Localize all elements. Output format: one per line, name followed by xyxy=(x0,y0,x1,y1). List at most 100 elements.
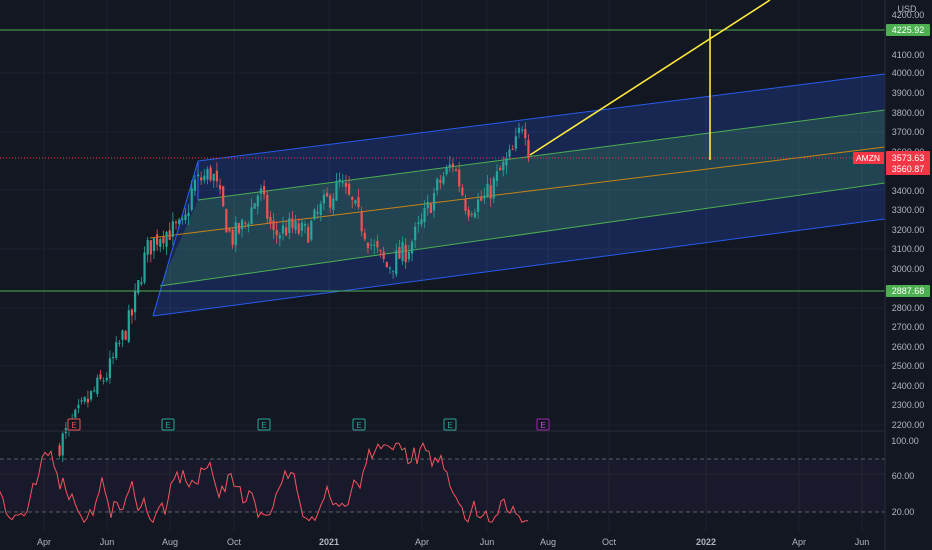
candle-body[interactable] xyxy=(502,161,505,171)
candle-body[interactable] xyxy=(464,198,467,211)
candle-body[interactable] xyxy=(149,240,152,255)
candle-body[interactable] xyxy=(152,238,156,251)
candle-body[interactable] xyxy=(80,400,83,402)
candle-body[interactable] xyxy=(470,213,473,215)
candle-body[interactable] xyxy=(369,244,373,246)
candle-body[interactable] xyxy=(263,186,266,195)
candle-body[interactable] xyxy=(96,377,99,394)
candle-body[interactable] xyxy=(357,197,360,208)
candle-body[interactable] xyxy=(275,230,278,236)
candle-body[interactable] xyxy=(404,244,407,263)
candle-body[interactable] xyxy=(203,175,206,181)
candle-body[interactable] xyxy=(310,220,313,240)
candle-body[interactable] xyxy=(212,174,215,181)
channel-lower-line[interactable] xyxy=(152,218,886,317)
candle-body[interactable] xyxy=(291,218,294,229)
candle-body[interactable] xyxy=(171,221,174,237)
candle-body[interactable] xyxy=(511,148,514,150)
regression-channel[interactable] xyxy=(149,73,886,317)
support-price-label[interactable]: 2887.68 xyxy=(886,285,930,297)
candle-body[interactable] xyxy=(426,201,429,209)
candle-body[interactable] xyxy=(272,220,275,230)
candle-body[interactable] xyxy=(527,139,530,159)
candle-body[interactable] xyxy=(244,222,247,224)
candle-body[interactable] xyxy=(366,242,370,248)
candle-body[interactable] xyxy=(240,219,244,230)
candle-body[interactable] xyxy=(505,158,508,166)
candle-body[interactable] xyxy=(373,244,376,246)
candle-body[interactable] xyxy=(89,390,93,400)
candle-body[interactable] xyxy=(256,195,259,207)
candle-body[interactable] xyxy=(329,195,332,208)
candle-body[interactable] xyxy=(130,309,134,316)
candle-body[interactable] xyxy=(385,262,388,268)
candle-body[interactable] xyxy=(480,196,483,201)
candle-body[interactable] xyxy=(319,203,322,215)
candle-body[interactable] xyxy=(285,227,288,236)
candle-body[interactable] xyxy=(325,192,329,197)
currency-label[interactable]: USD xyxy=(897,4,917,14)
candle-body[interactable] xyxy=(395,250,398,275)
candle-body[interactable] xyxy=(300,222,303,231)
candle-body[interactable] xyxy=(521,129,524,131)
candle-body[interactable] xyxy=(495,171,499,181)
candle-body[interactable] xyxy=(297,223,300,234)
candle-body[interactable] xyxy=(266,194,269,219)
candle-body[interactable] xyxy=(417,222,420,225)
earnings-marker[interactable]: E xyxy=(352,418,366,431)
candle-body[interactable] xyxy=(137,280,140,294)
candle-body[interactable] xyxy=(99,374,102,379)
candle-body[interactable] xyxy=(332,198,335,210)
candle-body[interactable] xyxy=(281,225,285,234)
candle-body[interactable] xyxy=(225,209,228,233)
resistance-price-label[interactable]: 4225.92 xyxy=(886,24,930,36)
candle-body[interactable] xyxy=(143,252,146,283)
ticker-badge[interactable]: AMZN xyxy=(853,152,884,164)
candle-body[interactable] xyxy=(61,433,64,456)
candle-body[interactable] xyxy=(492,178,495,199)
candle-body[interactable] xyxy=(401,242,404,262)
candle-body[interactable] xyxy=(215,170,219,182)
candle-body[interactable] xyxy=(127,310,130,342)
candle-body[interactable] xyxy=(181,218,184,220)
last-price-label[interactable]: 3573.63 3560.87 xyxy=(886,151,930,175)
candle-body[interactable] xyxy=(187,212,190,217)
candle-body[interactable] xyxy=(335,180,338,201)
candle-body[interactable] xyxy=(206,169,209,180)
candle-body[interactable] xyxy=(174,221,178,224)
candle-body[interactable] xyxy=(86,398,89,403)
candle-body[interactable] xyxy=(517,127,521,133)
candle-body[interactable] xyxy=(354,200,357,204)
candle-body[interactable] xyxy=(228,228,231,232)
candle-body[interactable] xyxy=(347,183,351,195)
candle-body[interactable] xyxy=(429,204,432,213)
candle-body[interactable] xyxy=(439,179,442,183)
candle-body[interactable] xyxy=(407,251,410,260)
candle-body[interactable] xyxy=(288,218,291,233)
candle-body[interactable] xyxy=(410,241,414,254)
time-axis[interactable]: Apr Jun Aug Oct 2021 Apr Jun Aug Oct 202… xyxy=(37,537,869,547)
candle-body[interactable] xyxy=(436,179,439,191)
candle-body[interactable] xyxy=(313,209,316,220)
candle-body[interactable] xyxy=(392,270,395,272)
channel-upper-line[interactable] xyxy=(197,73,886,162)
candle-body[interactable] xyxy=(193,179,196,192)
candle-body[interactable] xyxy=(376,241,379,248)
candle-body[interactable] xyxy=(121,330,124,340)
candle-body[interactable] xyxy=(414,226,417,241)
candle-body[interactable] xyxy=(269,217,272,224)
candle-body[interactable] xyxy=(165,231,168,247)
candle-body[interactable] xyxy=(483,195,486,199)
candle-body[interactable] xyxy=(124,331,127,340)
candle-body[interactable] xyxy=(341,182,344,184)
candle-body[interactable] xyxy=(196,174,200,177)
candle-body[interactable] xyxy=(162,236,165,244)
candle-body[interactable] xyxy=(253,203,256,209)
earnings-marker[interactable]: E xyxy=(443,418,457,431)
candle-body[interactable] xyxy=(118,342,121,344)
candle-body[interactable] xyxy=(237,223,241,234)
candle-body[interactable] xyxy=(514,136,517,149)
candle-body[interactable] xyxy=(351,197,354,200)
candle-body[interactable] xyxy=(294,221,297,230)
projection-trend-line[interactable] xyxy=(529,0,771,156)
